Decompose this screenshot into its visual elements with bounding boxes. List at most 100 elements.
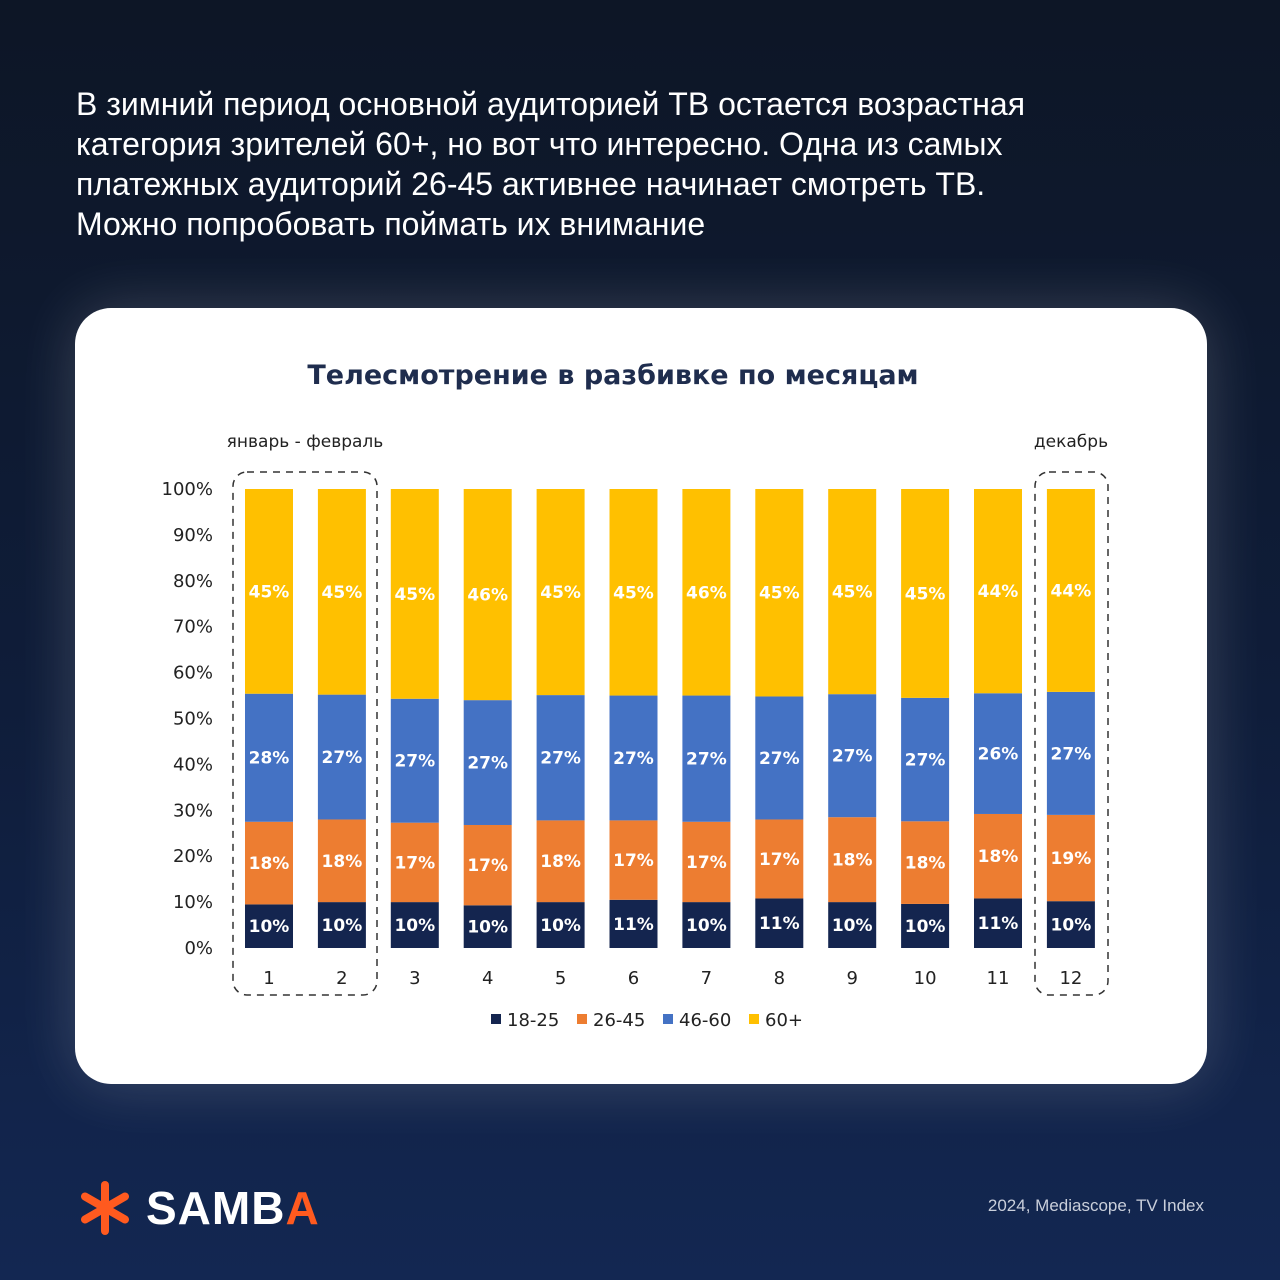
data-label: 27%	[322, 748, 363, 768]
legend-swatch	[749, 1014, 759, 1024]
data-label: 19%	[1051, 849, 1092, 869]
x-tick-label: 1	[263, 968, 274, 989]
data-label: 27%	[613, 749, 654, 769]
legend-swatch	[577, 1014, 587, 1024]
legend-swatch	[491, 1014, 501, 1024]
bar-segment-18-25	[755, 898, 804, 948]
data-label: 27%	[686, 750, 727, 770]
winter-start-label: январь - февраль	[227, 432, 384, 452]
samba-logo: SAMBA	[78, 1180, 320, 1236]
bar-segment-18-25	[390, 902, 439, 948]
y-tick-label: 30%	[173, 800, 213, 821]
bar-segment-46-60	[536, 695, 585, 821]
x-tick-label: 10	[914, 968, 937, 989]
chart-title: Телесмотрение в разбивке по месяцам	[307, 360, 918, 391]
data-label: 17%	[394, 853, 435, 873]
bar-segment-60+	[901, 489, 950, 698]
bars: 10% 18% 28% 45% 10% 18% 27% 45% 10% 17% 27% 45% 10% 1…	[245, 489, 1095, 948]
data-label: 10%	[249, 917, 290, 937]
data-label: 27%	[759, 749, 800, 769]
legend-item: 26-45	[593, 1010, 645, 1031]
chart-card: Телесмотрение в разбивке по месяцам янва…	[75, 308, 1207, 1084]
legend-item: 60+	[765, 1010, 803, 1031]
bar-segment-18-25	[536, 902, 585, 948]
bar-segment-26-45	[463, 824, 512, 906]
stacked-bar-chart: Телесмотрение в разбивке по месяцам янва…	[162, 360, 1109, 1031]
y-tick-label: 70%	[173, 617, 213, 638]
bar-segment-46-60	[682, 695, 731, 822]
bar-segment-26-45	[974, 813, 1022, 899]
winter-end-label: декабрь	[1034, 432, 1108, 452]
bar-segment-18-25	[1046, 901, 1095, 948]
bar-segment-46-60	[828, 694, 877, 818]
data-label: 45%	[832, 583, 873, 603]
bar-segment-60+	[755, 489, 804, 697]
y-tick-label: 60%	[173, 663, 213, 684]
bar-segment-18-25	[317, 902, 366, 948]
bar-segment-26-45	[901, 821, 950, 904]
data-label: 10%	[686, 916, 727, 936]
data-label: 18%	[905, 854, 946, 874]
bar-segment-60+	[536, 489, 585, 696]
x-tick-label: 11	[987, 968, 1010, 989]
data-label: 27%	[540, 749, 581, 769]
bar-segment-26-45	[390, 822, 439, 903]
legend: 18-25 26-45 46-60 60+	[491, 1010, 803, 1031]
bar-segment-26-45	[609, 820, 658, 900]
bar-segment-46-60	[974, 693, 1022, 814]
bar-segment-26-45	[245, 821, 293, 905]
data-label: 45%	[905, 584, 946, 604]
legend-swatch	[663, 1014, 673, 1024]
bar-segment-60+	[317, 489, 366, 695]
winter-start-highlight	[232, 471, 378, 996]
bar-segment-26-45	[317, 819, 366, 903]
bar-segment-46-60	[463, 700, 512, 825]
data-label: 10%	[322, 916, 363, 936]
y-tick-label: 100%	[162, 479, 213, 500]
x-tick-label: 12	[1059, 968, 1082, 989]
brand-name-accent: A	[285, 1182, 320, 1234]
asterisk-icon	[81, 1181, 129, 1235]
headline-line-3: платежных аудиторий 26-45 активнее начин…	[76, 166, 986, 202]
data-label: 11%	[759, 914, 800, 934]
legend-item: 18-25	[507, 1010, 559, 1031]
bar-segment-18-25	[245, 904, 293, 948]
data-label: 10%	[832, 916, 873, 936]
legend-item: 46-60	[679, 1010, 731, 1031]
data-label: 27%	[467, 754, 508, 774]
data-label: 45%	[394, 585, 435, 605]
x-tick-label: 9	[846, 968, 857, 989]
x-tick-label: 2	[336, 968, 347, 989]
bar-segment-60+	[974, 489, 1022, 694]
data-label: 27%	[1051, 744, 1092, 764]
bar-segment-18-25	[463, 905, 512, 948]
data-label: 10%	[1051, 916, 1092, 936]
data-label: 18%	[978, 847, 1019, 867]
data-label: 45%	[759, 584, 800, 604]
bar-segment-26-45	[828, 817, 877, 903]
x-tick-label: 3	[409, 968, 420, 989]
data-label: 27%	[905, 751, 946, 771]
data-label: 45%	[249, 582, 290, 602]
data-label: 10%	[467, 918, 508, 938]
data-label: 27%	[394, 752, 435, 772]
bar-segment-60+	[245, 489, 293, 694]
bar-segment-18-25	[974, 898, 1022, 948]
x-tick-label: 8	[774, 968, 785, 989]
data-label: 18%	[322, 852, 363, 872]
bar-segment-26-45	[682, 821, 731, 903]
bar-segment-46-60	[755, 696, 804, 820]
bar-segment-46-60	[317, 694, 366, 820]
x-tick-label: 4	[482, 968, 493, 989]
bar-segment-18-25	[901, 903, 950, 948]
winter-end-highlight	[1034, 471, 1109, 996]
data-label: 17%	[759, 850, 800, 870]
brand-name: SAMBA	[146, 1181, 320, 1235]
bar-segment-60+	[390, 489, 439, 699]
bar-segment-46-60	[390, 698, 439, 823]
y-axis: 0% 10% 20% 30% 40% 50% 60% 70% 80% 90% 100%	[162, 479, 213, 959]
data-label: 44%	[978, 582, 1019, 602]
bar-segment-60+	[1046, 489, 1095, 692]
data-label: 46%	[686, 583, 727, 603]
headline-line-2: категория зрителей 60+, но вот что интер…	[76, 126, 1003, 162]
